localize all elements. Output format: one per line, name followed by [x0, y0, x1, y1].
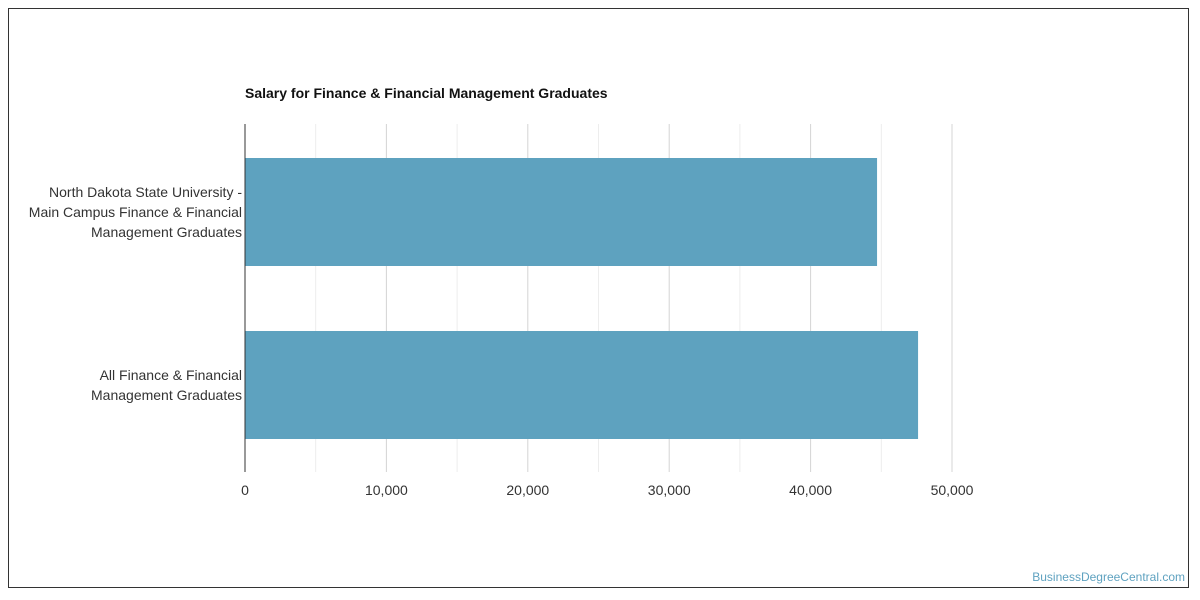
x-tick-label-1: 10,000	[365, 482, 408, 498]
x-tick-label-2: 20,000	[506, 482, 549, 498]
bar-1	[245, 331, 919, 439]
x-tick-label-3: 30,000	[648, 482, 691, 498]
category-label-1: All Finance & Financial Management Gradua…	[7, 365, 242, 405]
watermark: BusinessDegreeCentral.com	[1032, 570, 1185, 584]
x-tick-label-0: 0	[241, 482, 249, 498]
chart-title: Salary for Finance & Financial Managemen…	[245, 85, 608, 101]
chart-frame	[8, 8, 1189, 588]
category-label-0-line-1: Main Campus Finance & Financial	[28, 204, 242, 220]
x-tick-label-5: 50,000	[931, 482, 974, 498]
category-label-0: North Dakota State University - Main Camp…	[7, 182, 242, 242]
category-label-1-line-1: Management Graduates	[91, 387, 242, 403]
category-label-0-line-2: Management Graduates	[91, 224, 242, 240]
x-tick-label-4: 40,000	[789, 482, 832, 498]
category-label-1-line-0: All Finance & Financial	[99, 367, 242, 383]
category-label-0-line-0: North Dakota State University -	[49, 184, 242, 200]
bar-0	[245, 158, 878, 266]
